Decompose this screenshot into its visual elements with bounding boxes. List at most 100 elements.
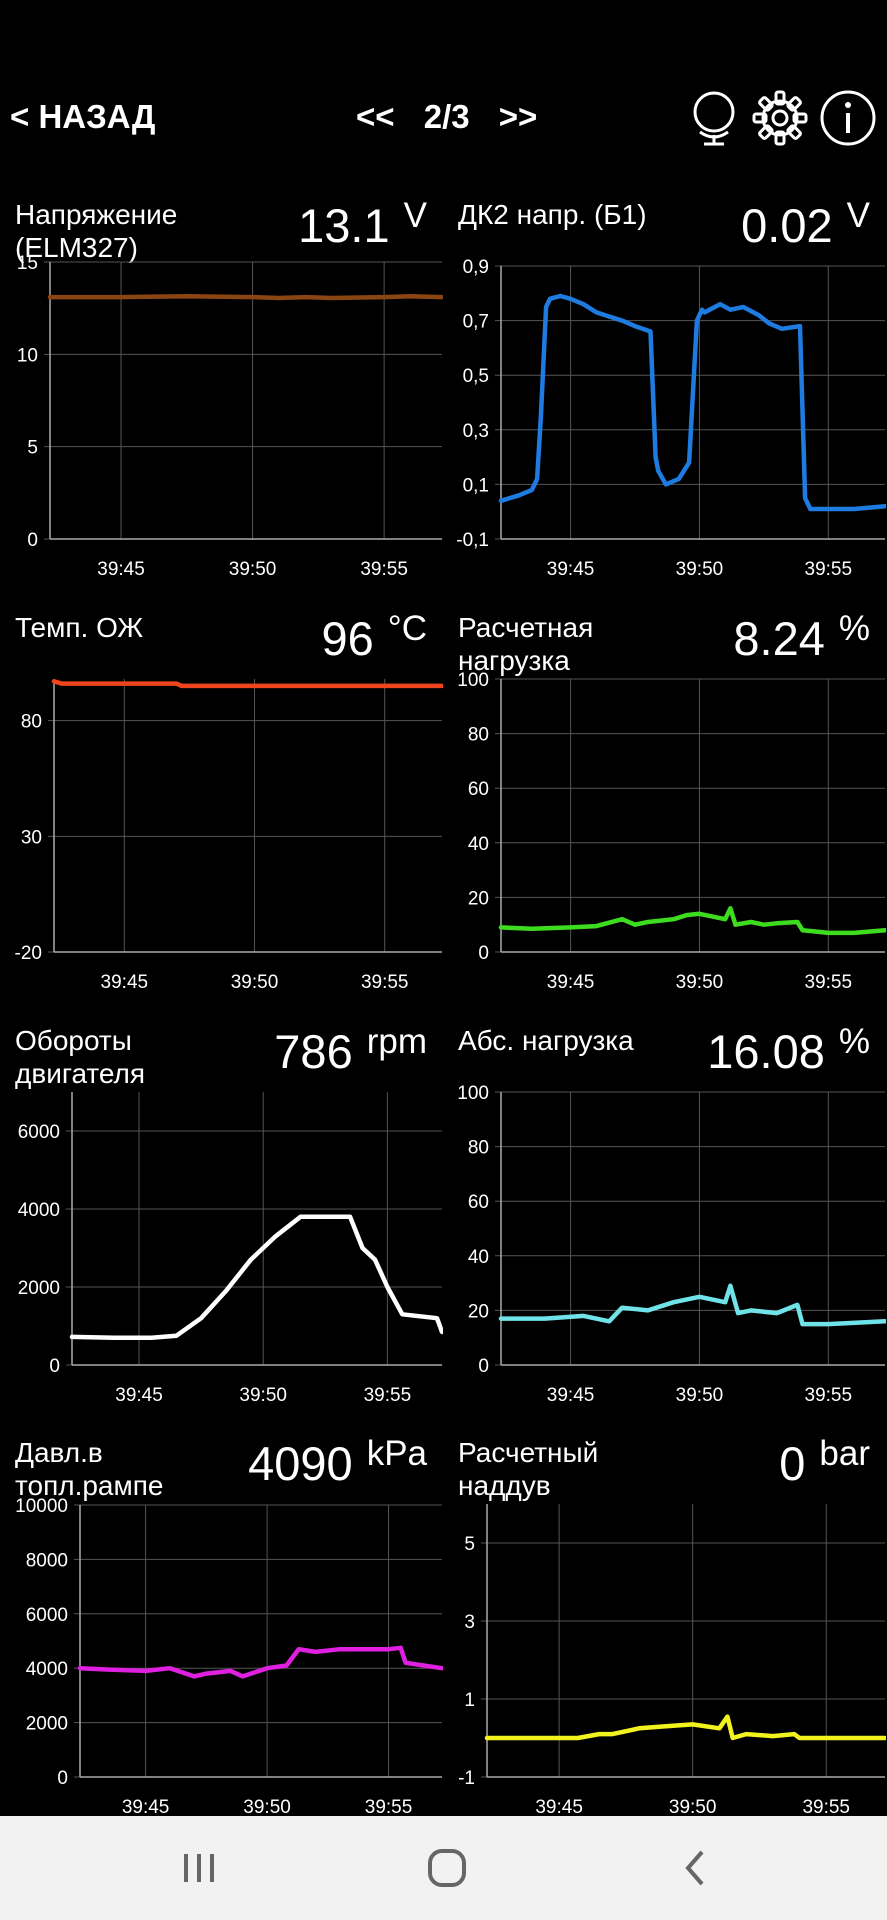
y-tick-label: 80 [468, 725, 489, 746]
panel-value: 0 bar [779, 1434, 870, 1491]
y-tick-label: 0 [478, 943, 489, 964]
y-tick-label: 100 [457, 670, 489, 691]
y-tick-label: 0,3 [463, 421, 489, 442]
series-line [77, 1645, 443, 1679]
value-number: 96 [321, 612, 374, 665]
page-indicator: 2/3 [423, 98, 470, 135]
line-chart: 39:45 39:50 39:55 0 20 40 60 80 100 [457, 670, 886, 993]
panel-calculated-load: Расчетная нагрузка 8.24% 39:45 39:50 39:55 0 2… [443, 587, 886, 999]
home-icon[interactable] [412, 1838, 482, 1898]
value-number: 4090 [248, 1437, 353, 1490]
y-tick-label: 60 [468, 1192, 489, 1213]
y-tick-label: 1 [464, 1690, 475, 1711]
x-tick-label: 39:50 [676, 972, 724, 993]
y-tick-label: 2000 [18, 1278, 60, 1299]
y-tick-label: 0 [49, 1356, 60, 1377]
series-line [498, 906, 886, 936]
x-tick-label: 39:50 [676, 1385, 724, 1406]
panel-value: 4090 kPa [248, 1434, 427, 1491]
value-unit: % [838, 609, 870, 648]
y-tick-label: 2000 [26, 1714, 68, 1735]
panel-calculated-boost: Расчетный наддув 0 bar 39:45 39:50 39:55 -1 1 3 5 [443, 1412, 886, 1824]
series-line [51, 679, 443, 689]
x-tick-label: 39:45 [535, 1797, 583, 1818]
series-line [498, 293, 886, 512]
value-unit: V [403, 196, 427, 235]
y-tick-label: 40 [468, 834, 489, 855]
y-tick-label: 6000 [18, 1122, 60, 1143]
x-tick-label: 39:55 [365, 1797, 413, 1818]
panel-label: Расчетный наддув [458, 1437, 599, 1501]
series-line [498, 1283, 886, 1327]
y-tick-label: -20 [15, 943, 42, 964]
panel-label: Обороты двигателя [15, 1025, 146, 1089]
line-chart: 39:45 39:50 39:55 0 2000 4000 6000 [18, 1092, 443, 1406]
next-page-button[interactable]: >> [498, 98, 538, 135]
x-tick-label: 39:55 [802, 1797, 850, 1818]
x-tick-label: 39:50 [669, 1797, 717, 1818]
y-tick-label: 0,5 [463, 366, 489, 387]
panel-label: Абс. нагрузка [458, 1025, 634, 1056]
panel-label: Темп. ОЖ [15, 612, 144, 643]
panel-label: Напряжение (ELM327) [15, 199, 178, 263]
x-tick-label: 39:50 [243, 1797, 291, 1818]
y-tick-label: 8000 [26, 1550, 68, 1571]
series-line [69, 1214, 443, 1340]
x-tick-label: 39:45 [122, 1797, 170, 1818]
y-tick-label: 0 [478, 1356, 489, 1377]
panel-voltage-elm327: Напряжение (ELM327) 13.1 V 39:45 39:50 39:55 0… [0, 174, 443, 586]
panel-label: Расчетная нагрузка [458, 612, 594, 676]
series-line [47, 293, 443, 301]
y-tick-label: 4000 [18, 1200, 60, 1221]
x-tick-label: 39:45 [97, 559, 145, 580]
panel-value: 16.08% [707, 1022, 870, 1079]
y-tick-label: 0 [57, 1768, 68, 1789]
x-tick-label: 39:55 [805, 1385, 853, 1406]
value-unit: °C [387, 609, 427, 648]
y-tick-label: 20 [468, 1301, 489, 1322]
y-tick-label: 10 [17, 345, 38, 366]
panel-value: 13.1 V [298, 196, 427, 253]
info-icon[interactable] [818, 88, 878, 148]
y-tick-label: 30 [21, 827, 42, 848]
value-number: 786 [274, 1025, 353, 1078]
y-tick-label: 3 [464, 1612, 475, 1633]
line-chart: 39:45 39:50 39:55 -20 30 80 [15, 679, 443, 993]
y-tick-label: 0,7 [463, 312, 489, 333]
globe-icon[interactable] [684, 88, 744, 148]
y-tick-label: 40 [468, 1247, 489, 1268]
panel-o2-sensor-voltage: ДК2 напр. (Б1) 0.02 V 39:45 39:50 39:55 -0,1 0,… [443, 174, 886, 586]
y-tick-label: 80 [21, 712, 42, 733]
panel-coolant-temp: Темп. ОЖ 96 °C 39:45 39:50 39:55 -20 30 80 [0, 587, 443, 999]
y-tick-label: 6000 [26, 1605, 68, 1626]
x-tick-label: 39:45 [547, 972, 595, 993]
y-tick-label: 0,9 [463, 257, 489, 278]
x-tick-label: 39:55 [805, 559, 853, 580]
line-chart: 39:45 39:50 39:55 0 2000 4000 6000 8000 10000 [15, 1496, 443, 1818]
app-header: < НАЗАД << 2/3 >> [0, 0, 887, 180]
value-unit: % [838, 1022, 870, 1061]
line-chart: 39:45 39:50 39:55 -1 1 3 5 [458, 1504, 886, 1818]
value-unit: kPa [366, 1434, 427, 1473]
value-number: 13.1 [298, 199, 390, 252]
x-tick-label: 39:45 [547, 1385, 595, 1406]
value-number: 0 [779, 1437, 806, 1490]
y-tick-label: 20 [468, 888, 489, 909]
gear-icon[interactable] [750, 88, 810, 148]
value-unit: V [846, 196, 870, 235]
prev-page-button[interactable]: << [356, 98, 395, 135]
recent-apps-icon[interactable] [164, 1838, 234, 1898]
y-tick-label: -0,1 [456, 530, 489, 551]
y-tick-label: 80 [468, 1138, 489, 1159]
x-tick-label: 39:50 [229, 559, 277, 580]
y-tick-label: 60 [468, 779, 489, 800]
panel-value: 8.24% [733, 609, 870, 666]
x-tick-label: 39:55 [360, 559, 408, 580]
x-tick-label: 39:45 [115, 1385, 163, 1406]
y-tick-label: 4000 [26, 1659, 68, 1680]
back-icon[interactable] [660, 1838, 730, 1898]
y-tick-label: 15 [17, 253, 38, 274]
y-tick-label: 5 [27, 438, 38, 459]
line-chart: 39:45 39:50 39:55 0 5 10 15 [17, 253, 443, 580]
back-button[interactable]: < НАЗАД [10, 98, 156, 135]
